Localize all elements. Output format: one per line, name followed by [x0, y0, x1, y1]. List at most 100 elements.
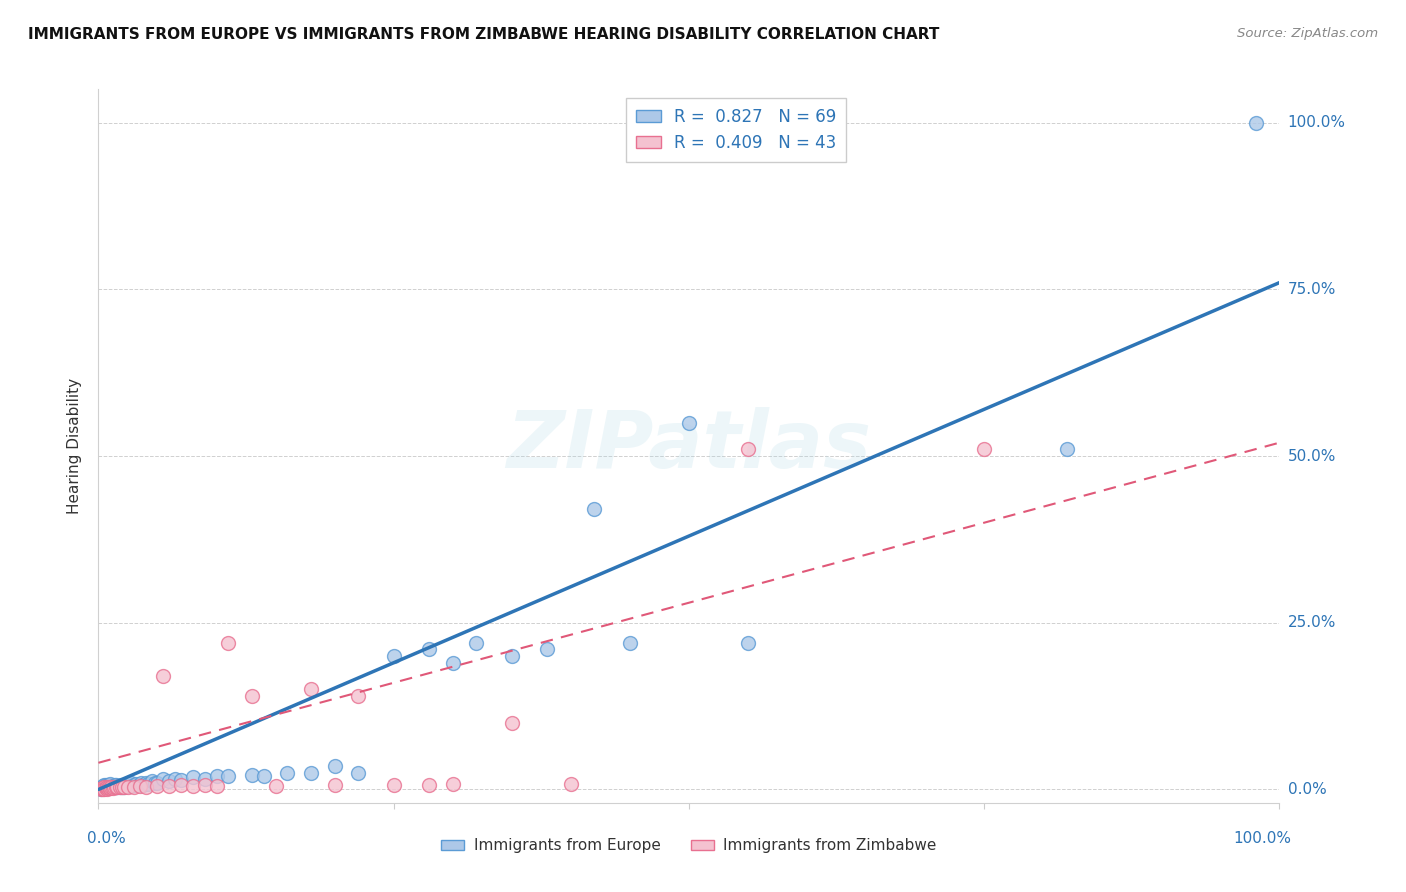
Point [583, 502, 606, 516]
Point [146, 779, 169, 793]
Point [103, 780, 125, 794]
Point [1244, 115, 1267, 129]
Point [91, 779, 114, 793]
Point [157, 779, 180, 793]
Point [104, 779, 127, 793]
Text: 75.0%: 75.0% [1288, 282, 1336, 297]
Point [560, 777, 582, 791]
Point [96, 782, 118, 797]
Text: 25.0%: 25.0% [1288, 615, 1336, 631]
Point [93, 782, 115, 797]
Text: 0.0%: 0.0% [87, 831, 125, 847]
Point [737, 442, 759, 457]
Point [181, 771, 204, 785]
Point [264, 779, 287, 793]
Point [98, 777, 121, 791]
Point [110, 779, 132, 793]
Point [1056, 442, 1078, 457]
Point [299, 682, 322, 697]
Point [678, 416, 700, 430]
Y-axis label: Hearing Disability: Hearing Disability [67, 378, 83, 514]
Point [128, 779, 150, 793]
Point [240, 689, 263, 703]
Text: 100.0%: 100.0% [1233, 831, 1291, 847]
Point [276, 765, 298, 780]
Point [108, 780, 131, 794]
Point [194, 772, 217, 787]
Point [112, 778, 135, 792]
Point [382, 649, 405, 664]
Point [101, 779, 124, 793]
Point [501, 715, 523, 730]
Point [253, 769, 276, 783]
Point [91, 780, 114, 795]
Point [120, 779, 142, 793]
Point [205, 769, 228, 783]
Point [94, 781, 117, 796]
Point [240, 768, 263, 782]
Point [105, 778, 128, 792]
Point [96, 780, 118, 795]
Point [132, 778, 155, 792]
Text: ZIPatlas: ZIPatlas [506, 407, 872, 485]
Point [97, 781, 120, 796]
Text: 100.0%: 100.0% [1288, 115, 1346, 130]
Point [347, 765, 370, 780]
Point [97, 781, 120, 796]
Point [299, 765, 322, 780]
Legend: Immigrants from Europe, Immigrants from Zimbabwe: Immigrants from Europe, Immigrants from … [436, 832, 942, 859]
Point [122, 780, 145, 794]
Point [112, 780, 135, 794]
Point [441, 656, 464, 670]
Point [170, 773, 193, 788]
Point [129, 776, 152, 790]
Point [117, 780, 139, 795]
Point [91, 781, 114, 796]
Point [501, 649, 523, 664]
Point [94, 778, 117, 792]
Point [98, 778, 121, 792]
Point [111, 780, 134, 795]
Point [418, 778, 440, 792]
Point [98, 780, 121, 795]
Point [94, 781, 117, 796]
Point [141, 774, 163, 789]
Point [101, 781, 124, 796]
Point [323, 759, 346, 773]
Point [217, 769, 239, 783]
Point [97, 779, 120, 793]
Point [90, 782, 112, 797]
Point [111, 780, 134, 794]
Point [100, 780, 122, 795]
Point [418, 642, 440, 657]
Point [382, 778, 405, 792]
Point [465, 636, 488, 650]
Point [93, 779, 115, 793]
Point [170, 779, 193, 793]
Point [98, 780, 121, 795]
Point [146, 776, 169, 790]
Point [181, 779, 204, 793]
Text: 50.0%: 50.0% [1288, 449, 1336, 464]
Point [117, 777, 139, 791]
Point [96, 780, 118, 795]
Point [157, 774, 180, 789]
Text: IMMIGRANTS FROM EUROPE VS IMMIGRANTS FROM ZIMBABWE HEARING DISABILITY CORRELATIO: IMMIGRANTS FROM EUROPE VS IMMIGRANTS FRO… [28, 27, 939, 42]
Point [105, 780, 128, 795]
Point [107, 779, 129, 793]
Point [93, 780, 115, 795]
Point [121, 776, 143, 790]
Point [98, 780, 121, 794]
Point [96, 779, 118, 793]
Point [194, 779, 217, 793]
Point [135, 776, 157, 790]
Point [737, 636, 759, 650]
Point [100, 780, 122, 795]
Point [105, 780, 128, 795]
Point [93, 780, 115, 795]
Point [347, 689, 370, 703]
Point [112, 780, 135, 795]
Point [135, 780, 157, 795]
Point [114, 779, 136, 793]
Point [91, 782, 114, 797]
